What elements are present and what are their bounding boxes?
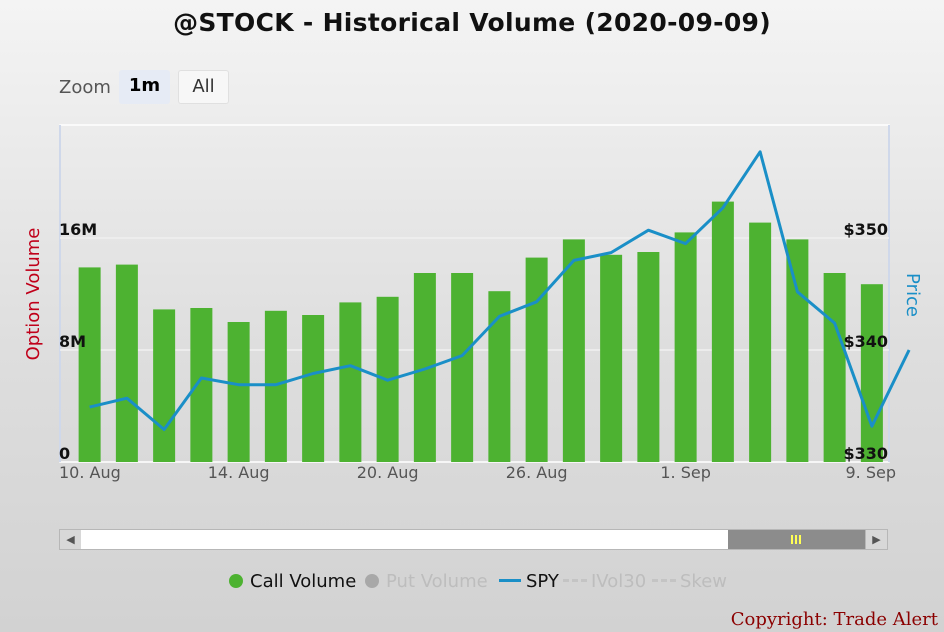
- call-volume-bar: [302, 315, 325, 462]
- zoom-all-button[interactable]: All: [178, 70, 229, 104]
- call-volume-bar: [525, 257, 548, 462]
- legend-item-ivol30[interactable]: IVol30: [563, 569, 646, 595]
- call-volume-bar: [860, 284, 883, 462]
- spy-price-line: [89, 150, 911, 431]
- legend-label: Call Volume: [250, 571, 357, 592]
- grip-icon: [791, 535, 801, 544]
- dashed-line-icon: [563, 579, 587, 582]
- call-volume-bar: [264, 310, 287, 462]
- left-tick-label: 16M: [59, 220, 97, 239]
- call-volume-bar: [339, 302, 362, 462]
- scroll-left-arrow-icon[interactable]: ◀: [60, 530, 81, 549]
- chart-legend: Call Volume Put Volume SPY IVol30 Skew: [0, 569, 944, 595]
- right-tick-label: $330: [843, 444, 888, 463]
- zoom-label: Zoom: [59, 77, 111, 98]
- call-volume-bar: [190, 308, 213, 462]
- call-volume-bar: [227, 322, 250, 462]
- x-tick-label: 9. Sep: [845, 463, 896, 482]
- legend-item-call-volume[interactable]: Call Volume: [229, 569, 356, 595]
- scroll-right-arrow-icon[interactable]: ▶: [865, 530, 887, 549]
- call-volume-bar: [786, 239, 809, 462]
- call-volume-bar: [153, 309, 176, 462]
- legend-label: Put Volume: [386, 571, 488, 592]
- x-tick-label: 26. Aug: [506, 463, 568, 482]
- x-tick-label: 1. Sep: [660, 463, 711, 482]
- dashed-line-icon: [652, 579, 676, 582]
- call-volume-bar: [115, 264, 138, 462]
- range-navigator[interactable]: ◀ ▶: [59, 529, 888, 550]
- call-volume-bar: [637, 252, 660, 462]
- legend-item-skew[interactable]: Skew: [652, 569, 727, 595]
- left-axis-title: Option Volume: [23, 228, 44, 361]
- green-dot-icon: [229, 574, 243, 588]
- call-volume-bar: [823, 273, 846, 462]
- zoom-1m-button[interactable]: 1m: [119, 70, 170, 104]
- left-tick-label: 0: [59, 444, 70, 463]
- call-volume-bar: [451, 273, 474, 462]
- right-axis-title: Price: [902, 273, 923, 317]
- legend-label: SPY: [526, 571, 559, 592]
- right-tick-label: $350: [843, 220, 888, 239]
- left-tick-label: 8M: [59, 332, 86, 351]
- legend-item-spy[interactable]: SPY: [499, 569, 559, 595]
- x-tick-label: 20. Aug: [357, 463, 419, 482]
- call-volume-bar: [78, 267, 101, 462]
- call-volume-bar: [711, 201, 734, 462]
- line-icon: [499, 579, 521, 582]
- call-volume-bar: [562, 239, 585, 462]
- range-selector-handle[interactable]: [728, 530, 866, 549]
- call-volume-bar: [600, 254, 623, 462]
- call-volume-bar: [488, 291, 511, 462]
- call-volume-bar: [674, 232, 697, 462]
- x-tick-label: 14. Aug: [208, 463, 270, 482]
- legend-label: Skew: [680, 571, 728, 592]
- legend-item-put-volume[interactable]: Put Volume: [365, 569, 488, 595]
- right-tick-label: $340: [843, 332, 888, 351]
- copyright-text: Copyright: Trade Alert: [730, 609, 938, 630]
- chart-title: @STOCK - Historical Volume (2020-09-09): [173, 8, 771, 37]
- gray-dot-icon: [365, 574, 379, 588]
- call-volume-bar: [749, 222, 772, 462]
- legend-label: IVol30: [591, 571, 647, 592]
- x-tick-label: 10. Aug: [59, 463, 121, 482]
